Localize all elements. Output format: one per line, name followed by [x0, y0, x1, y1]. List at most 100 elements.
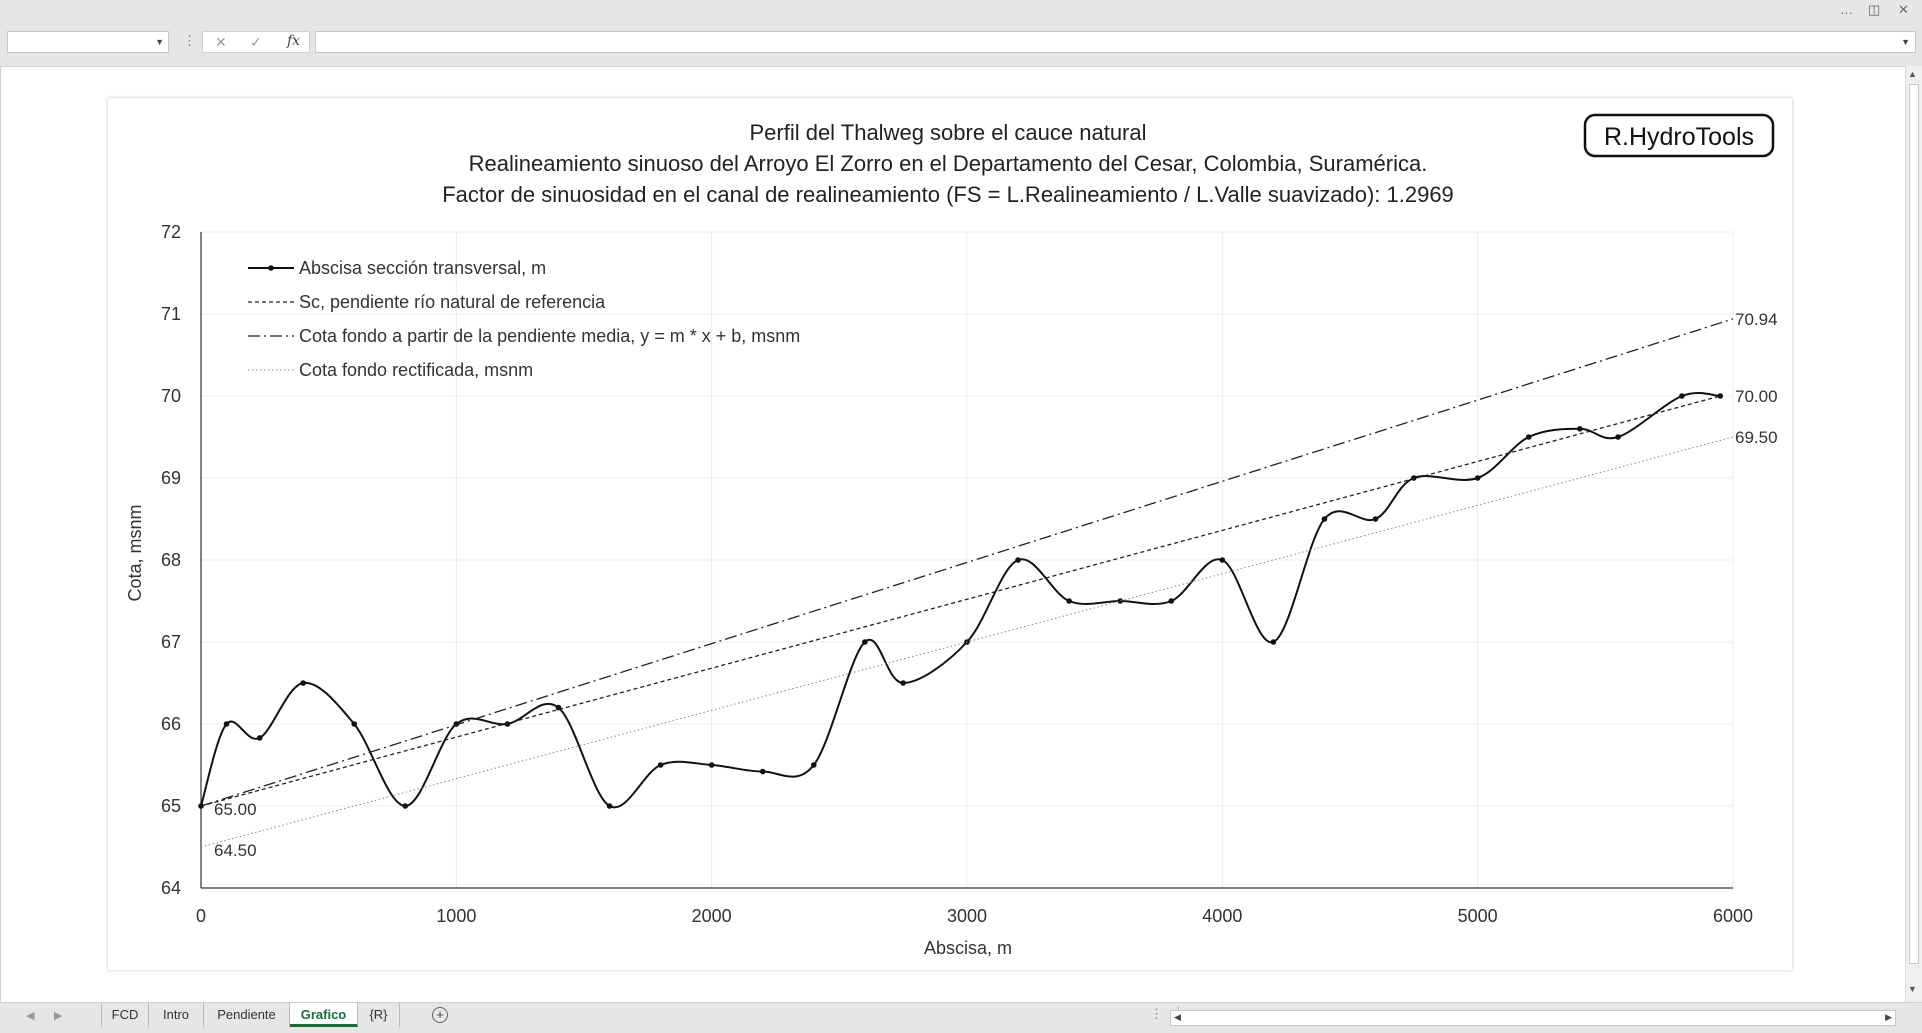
horizontal-scrollbar[interactable]: ◀ ▶ — [1170, 1010, 1896, 1026]
data-annotation: 70.94 — [1735, 310, 1778, 329]
sheet-tab-intro[interactable]: Intro — [149, 1003, 204, 1027]
scroll-left-icon[interactable]: ◀ — [1174, 1012, 1181, 1022]
data-point[interactable] — [1372, 516, 1379, 522]
chart-svg: Perfil del Thalweg sobre el cauce natura… — [125, 113, 1778, 958]
y-tick-label: 69 — [161, 468, 181, 488]
more-options-icon[interactable]: … — [1840, 2, 1853, 17]
scroll-right-icon[interactable]: ▶ — [1885, 1012, 1892, 1022]
x-tick-label: 5000 — [1458, 906, 1498, 926]
y-tick-label: 67 — [161, 632, 181, 652]
y-tick-label: 68 — [161, 550, 181, 570]
vertical-dots-icon: ⋮ — [183, 33, 196, 48]
x-tick-label: 1000 — [436, 906, 476, 926]
data-point[interactable] — [198, 803, 204, 809]
y-tick-label: 65 — [161, 796, 181, 816]
data-point[interactable] — [1474, 475, 1481, 481]
check-icon[interactable]: ✓ — [250, 34, 262, 50]
scroll-up-icon[interactable]: ▲ — [1908, 69, 1917, 79]
data-annotation: 69.50 — [1735, 428, 1778, 447]
data-point[interactable] — [1717, 393, 1724, 399]
data-point[interactable] — [811, 762, 817, 768]
data-point[interactable] — [1168, 598, 1175, 604]
data-point[interactable] — [606, 803, 613, 809]
name-box[interactable]: ▼ — [7, 31, 169, 53]
chart-title: Perfil del Thalweg sobre el cauce natura… — [442, 120, 1454, 207]
close-window-icon[interactable]: ✕ — [1898, 2, 1909, 17]
x-tick-label: 6000 — [1713, 906, 1753, 926]
legend-label: Cota fondo rectificada, msnm — [299, 360, 533, 380]
scrollbar-thumb[interactable] — [1909, 84, 1919, 964]
window-title-bar: … ◫ ✕ — [0, 0, 1922, 22]
data-point[interactable] — [862, 639, 868, 645]
scroll-down-icon[interactable]: ▼ — [1908, 984, 1917, 994]
y-tick-label: 64 — [161, 878, 181, 898]
chart-area[interactable]: Perfil del Thalweg sobre el cauce natura… — [108, 98, 1792, 970]
logo: R.HydroTools — [1583, 113, 1775, 158]
data-point[interactable] — [708, 762, 715, 768]
data-point[interactable] — [402, 803, 409, 809]
data-point[interactable] — [223, 721, 230, 727]
x-tick-label: 2000 — [692, 906, 732, 926]
scroll-tabs-right-icon[interactable]: ▶ — [54, 1010, 63, 1022]
chart-title-line-1: Perfil del Thalweg sobre el cauce natura… — [749, 120, 1146, 145]
data-point[interactable] — [1577, 426, 1583, 432]
chart-title-line-2: Realineamiento sinuoso del Arroyo El Zor… — [469, 151, 1428, 176]
x-tick-label: 3000 — [947, 906, 987, 926]
y-tick-label: 66 — [161, 714, 181, 734]
formula-buttons: ✕ ✓ fx — [202, 31, 310, 53]
data-point[interactable] — [351, 721, 357, 727]
sheet-tab-grafico[interactable]: Grafico — [290, 1003, 358, 1027]
data-point[interactable] — [1411, 475, 1417, 481]
expand-formula-icon[interactable]: ▼ — [1901, 37, 1910, 47]
vertical-scrollbar[interactable]: ▲ ▼ — [1905, 66, 1922, 1002]
y-tick-label: 71 — [161, 304, 181, 324]
data-point[interactable] — [1015, 557, 1021, 563]
sheet-tab-fcd[interactable]: FCD — [101, 1003, 149, 1027]
series-line-2[interactable] — [200, 318, 1734, 807]
x-tick-labels: 0 1000 2000 3000 4000 5000 6000 — [196, 906, 1753, 926]
data-point[interactable] — [1615, 434, 1621, 440]
formula-input[interactable]: ▼ — [315, 31, 1916, 53]
formula-bar: ▼ ⋮ ✕ ✓ fx ▼ — [0, 22, 1922, 66]
y-tick-labels: 64 65 66 67 68 69 70 71 72 — [161, 222, 181, 898]
vertical-dots-icon[interactable]: ⋮ — [1150, 1006, 1163, 1021]
data-point[interactable] — [759, 768, 766, 775]
data-point[interactable] — [1117, 598, 1123, 604]
plot-series — [198, 318, 1734, 848]
chevron-down-icon[interactable]: ▼ — [155, 37, 164, 47]
data-point[interactable] — [657, 762, 664, 768]
series-line-3[interactable] — [200, 436, 1734, 848]
legend-label: Cota fondo a partir de la pendiente medi… — [299, 326, 800, 346]
legend-label: Sc, pendiente río natural de referencia — [299, 292, 606, 312]
data-point[interactable] — [1066, 598, 1072, 604]
x-axis-label: Abscisa, m — [924, 938, 1012, 958]
add-sheet-icon[interactable]: + — [432, 1007, 448, 1023]
sheet-tab-pendiente[interactable]: Pendiente — [204, 1003, 290, 1027]
data-point[interactable] — [900, 680, 906, 686]
legend-marker — [268, 265, 274, 271]
logo-text: R.HydroTools — [1604, 123, 1754, 151]
data-point[interactable] — [1525, 434, 1532, 440]
y-axis-label: Cota, msnm — [125, 504, 145, 601]
series-line-0[interactable] — [200, 391, 1721, 809]
scroll-tabs-left-icon[interactable]: ◀ — [26, 1010, 35, 1022]
x-tick-label: 4000 — [1202, 906, 1242, 926]
x-tick-label: 0 — [196, 906, 206, 926]
sheet-tab-r[interactable]: {R} — [358, 1003, 400, 1027]
restore-window-icon[interactable]: ◫ — [1868, 2, 1881, 17]
sheet-tab-bar: ◀ ▶ FCD Intro Pendiente Grafico {R} + ⋮ … — [0, 1002, 1922, 1033]
insert-function-button[interactable]: fx — [287, 33, 301, 49]
data-point[interactable] — [1321, 516, 1328, 522]
data-annotation: 64.50 — [214, 841, 257, 860]
data-point[interactable] — [256, 735, 263, 741]
series-line-1[interactable] — [200, 395, 1721, 807]
legend[interactable]: Abscisa sección transversal, m Sc, pendie… — [248, 258, 800, 380]
y-tick-label: 72 — [161, 222, 181, 242]
data-point[interactable] — [1219, 557, 1226, 563]
logo-frame — [1583, 113, 1775, 158]
cancel-icon[interactable]: ✕ — [215, 34, 227, 50]
data-annotations: 65.00 64.50 70.94 70.00 69.50 — [214, 310, 1778, 860]
data-point[interactable] — [300, 680, 306, 686]
data-point[interactable] — [1679, 393, 1685, 399]
data-point[interactable] — [1270, 639, 1277, 645]
